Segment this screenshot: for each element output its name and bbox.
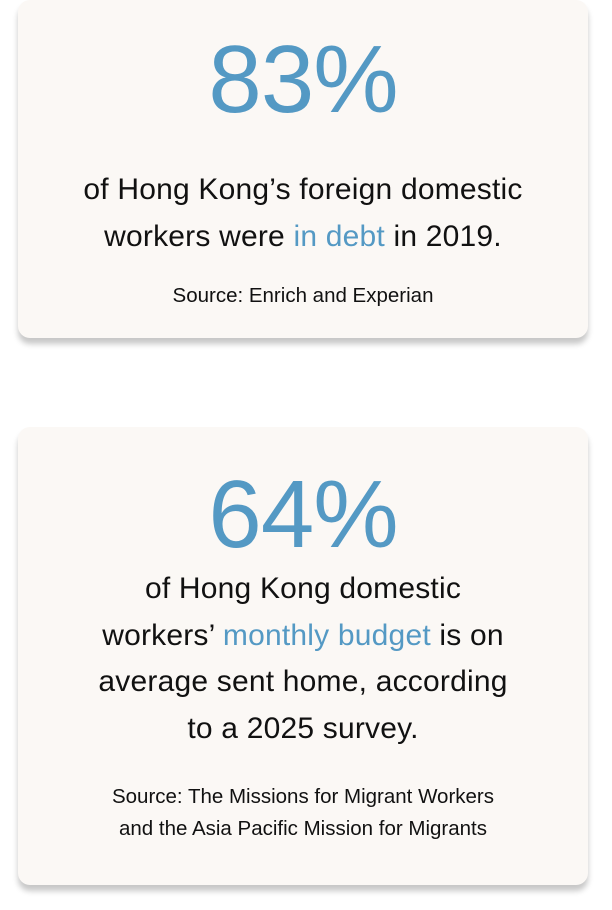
highlight-text: monthly budget (222, 618, 431, 652)
text: workers’ (102, 618, 223, 652)
description-line: workers were in debt in 2019. (18, 214, 588, 261)
stat-card-debt: 83% of Hong Kong’s foreign domestic work… (18, 0, 588, 338)
description-line: to a 2025 survey. (18, 706, 588, 753)
source-note: Source: Enrich and Experian (18, 280, 588, 312)
text: to a 2025 survey. (187, 711, 419, 745)
stat-description: of Hong Kong domestic workers’ monthly b… (18, 566, 588, 752)
source-line: Source: Enrich and Experian (172, 284, 434, 307)
highlight-text: in debt (293, 219, 385, 253)
text: average sent home, according (98, 665, 508, 698)
description-line: of Hong Kong domestic (18, 566, 588, 613)
stat-value: 64% (208, 461, 398, 568)
stat-description: of Hong Kong’s foreign domestic workers … (18, 167, 588, 260)
text: in 2019. (384, 219, 502, 253)
text: of Hong Kong domestic (144, 572, 462, 605)
description-line: workers’ monthly budget is on (18, 613, 588, 660)
description-line: of Hong Kong’s foreign domestic (18, 167, 588, 214)
text: of Hong Kong’s foreign domestic (83, 173, 523, 206)
stat-value: 83% (208, 26, 398, 133)
text: workers were (104, 219, 294, 253)
description-line: average sent home, according (18, 659, 588, 706)
source-line: Source: The Missions for Migrant Workers (111, 785, 495, 808)
stat-card-budget: 64% of Hong Kong domestic workers’ month… (18, 427, 588, 885)
source-note: Source: The Missions for Migrant Workers… (18, 781, 588, 845)
text: is on (430, 618, 504, 652)
source-line: and the Asia Pacific Mission for Migrant… (118, 817, 488, 840)
